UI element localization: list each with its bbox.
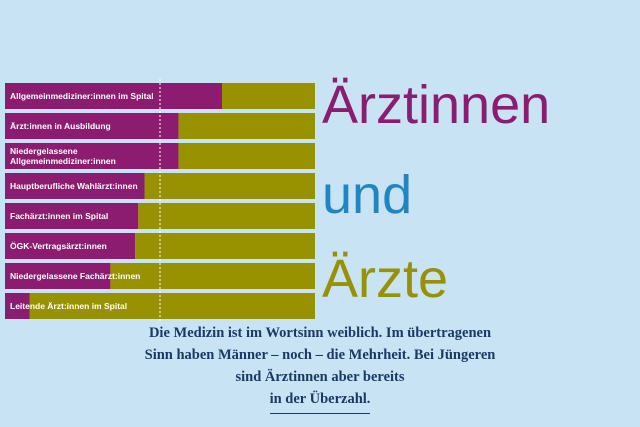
headline-word-aerzte: Ärzte	[322, 249, 449, 309]
bar-segment-women	[5, 263, 111, 289]
bar-segment-women	[5, 293, 30, 319]
bar-segment-women	[5, 83, 222, 109]
bar-segment-men	[135, 233, 315, 259]
bar-label: Hauptberufliche Wahlärzt:innen	[10, 181, 138, 191]
bar-segment-men	[178, 113, 315, 139]
bar-segment-women	[5, 143, 179, 169]
bar-segment-women	[5, 233, 136, 259]
bar-segment-women	[5, 113, 179, 139]
bar-label: Ärzt:innen in Ausbildung	[10, 121, 111, 131]
bar-segment-women	[5, 203, 139, 229]
headline-word-aerztinnen: Ärztinnen	[322, 75, 551, 135]
caption-line: sind Ärztinnen aber bereits	[235, 369, 405, 385]
bar-segment-men	[110, 263, 316, 289]
bar-label: ÖGK-Vertragsärzt:innen	[10, 241, 107, 251]
bar-label: Allgemeinmediziner:innen	[10, 156, 116, 166]
bar-label: Fachärzt:innen im Spital	[10, 211, 108, 221]
bar-segment-men	[222, 83, 315, 109]
caption-line: in der Überzahl.	[269, 388, 371, 414]
bar-segment-women	[5, 173, 145, 199]
bar-segment-men	[178, 143, 315, 169]
headline-word-und: und	[322, 165, 413, 225]
bar-label: Niedergelassene Fachärzt:innen	[10, 271, 140, 281]
bar-label: Leitende Ärzt:innen im Spital	[10, 301, 127, 311]
caption-line: Die Medizin ist im Wortsinn weiblich. Im…	[148, 325, 492, 341]
bar-segment-men	[144, 173, 315, 199]
bar-label: Allgemeinmediziner:innen im Spital	[10, 91, 154, 101]
bar-label: Niedergelassene	[10, 146, 78, 156]
caption-text: Die Medizin ist im Wortsinn weiblich. Im…	[100, 322, 540, 414]
bar-segment-men	[138, 203, 315, 229]
bar-segment-men	[29, 293, 316, 319]
caption-line: Sinn haben Männer – noch – die Mehrheit.…	[144, 347, 496, 363]
